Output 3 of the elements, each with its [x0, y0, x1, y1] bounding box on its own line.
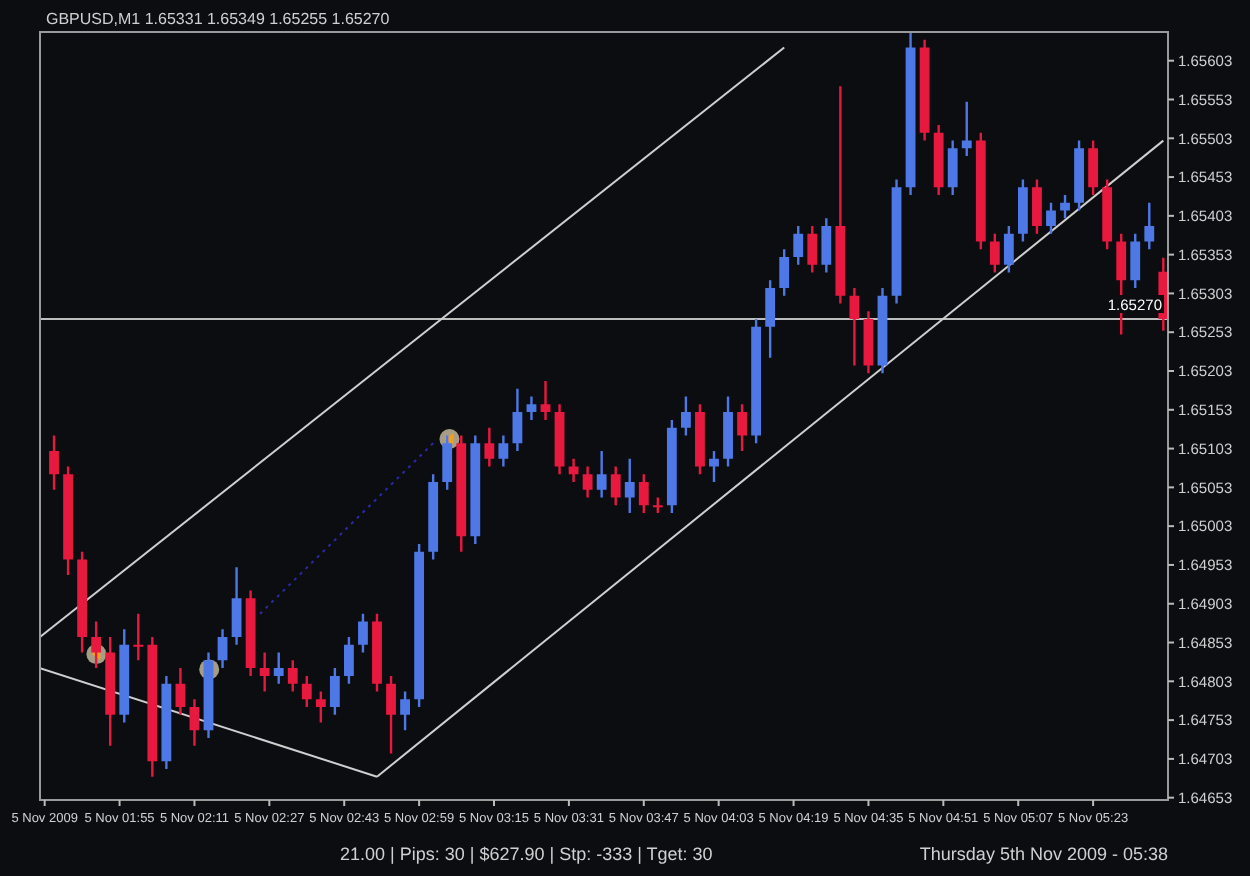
text: Thursday 5th Nov 2009 - 05:38	[919, 844, 1168, 864]
chart-title: GBPUSD,M1 1.65331 1.65349 1.65255 1.65270	[46, 10, 391, 28]
text: 21.00 | Pips: 30 | $627.90 | Stp: -333 | Tget: 30	[340, 844, 713, 864]
